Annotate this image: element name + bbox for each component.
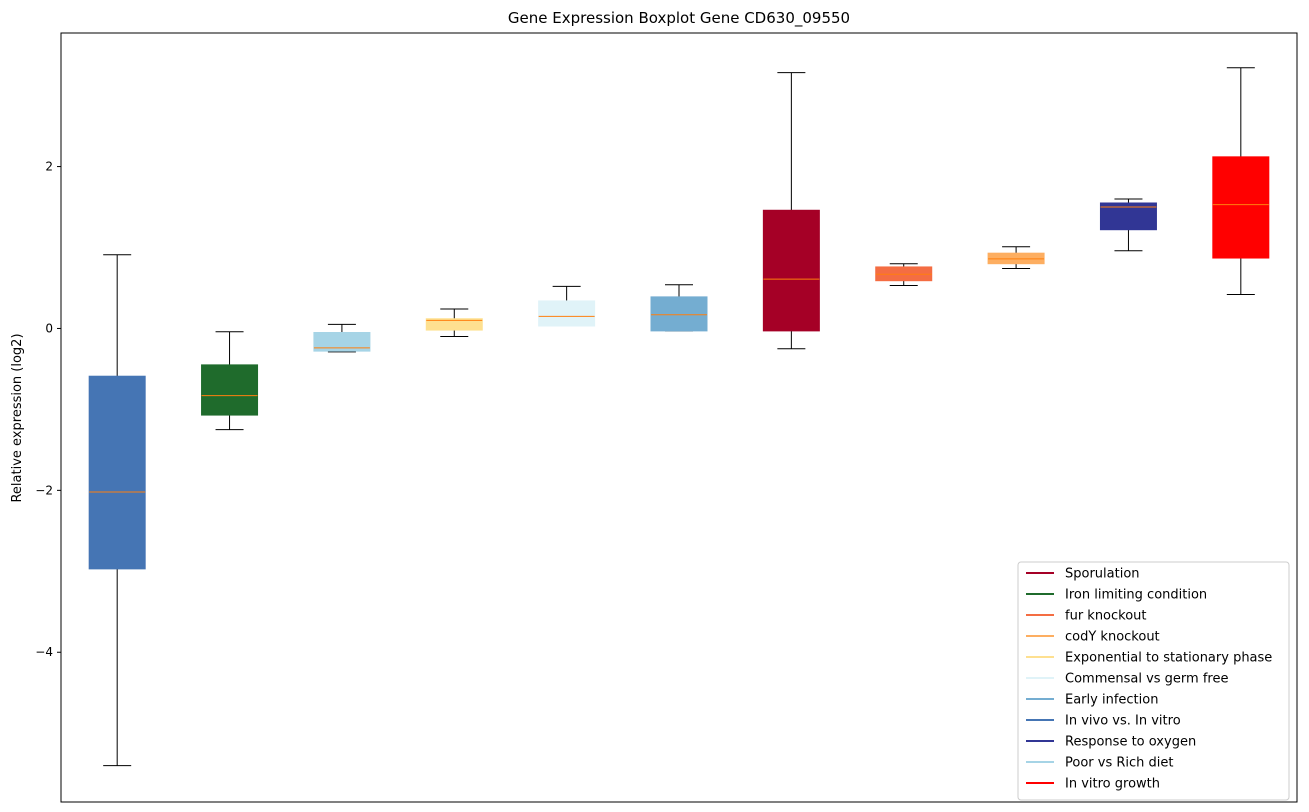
y-axis-ticks: −4 −2 0 2 [35,160,61,659]
box-group [425,308,483,338]
legend-label: Response to oxygen [1065,735,1196,750]
legend-label: codY knockout [1065,630,1160,645]
y-tick-label: −4 [35,645,53,659]
box-body [762,209,820,332]
box-group [538,285,596,327]
legend-label: Exponential to stationary phase [1065,651,1272,666]
y-tick-label: 0 [45,321,53,335]
box-group [762,72,820,350]
box-body [425,318,483,331]
box-body [538,300,596,327]
legend-label: Early infection [1065,693,1158,708]
box-group [875,263,933,287]
box-body [88,375,146,570]
box-body [201,364,259,416]
y-axis-label: Relative expression (log2) [10,333,25,502]
legend-label: fur knockout [1065,609,1147,624]
legend-label: Sporulation [1065,567,1140,582]
legend-frame [1017,561,1290,801]
legend-label: In vivo vs. In vitro [1065,714,1181,729]
box-group [1099,198,1157,252]
plot-frame [60,32,1298,803]
box-body [1212,156,1270,259]
box-body [313,332,371,352]
y-tick-label: −2 [35,483,53,497]
legend-label: Commensal vs germ free [1065,672,1228,687]
legend: Sporulation Iron limiting condition fur kn… [1017,561,1290,801]
box-group [987,246,1045,270]
legend-label: Poor vs Rich diet [1065,756,1173,771]
box-group [650,284,708,332]
y-tick-label: 2 [45,160,53,174]
box-series [88,67,1270,767]
legend-label: Iron limiting condition [1065,588,1207,603]
box-group [313,323,371,353]
box-group [1212,67,1270,295]
chart-title: Gene Expression Boxplot Gene CD630_09550 [508,9,850,28]
legend-label: In vitro growth [1065,777,1160,792]
box-group [88,254,146,767]
box-group [201,331,259,431]
box-body [650,296,708,332]
